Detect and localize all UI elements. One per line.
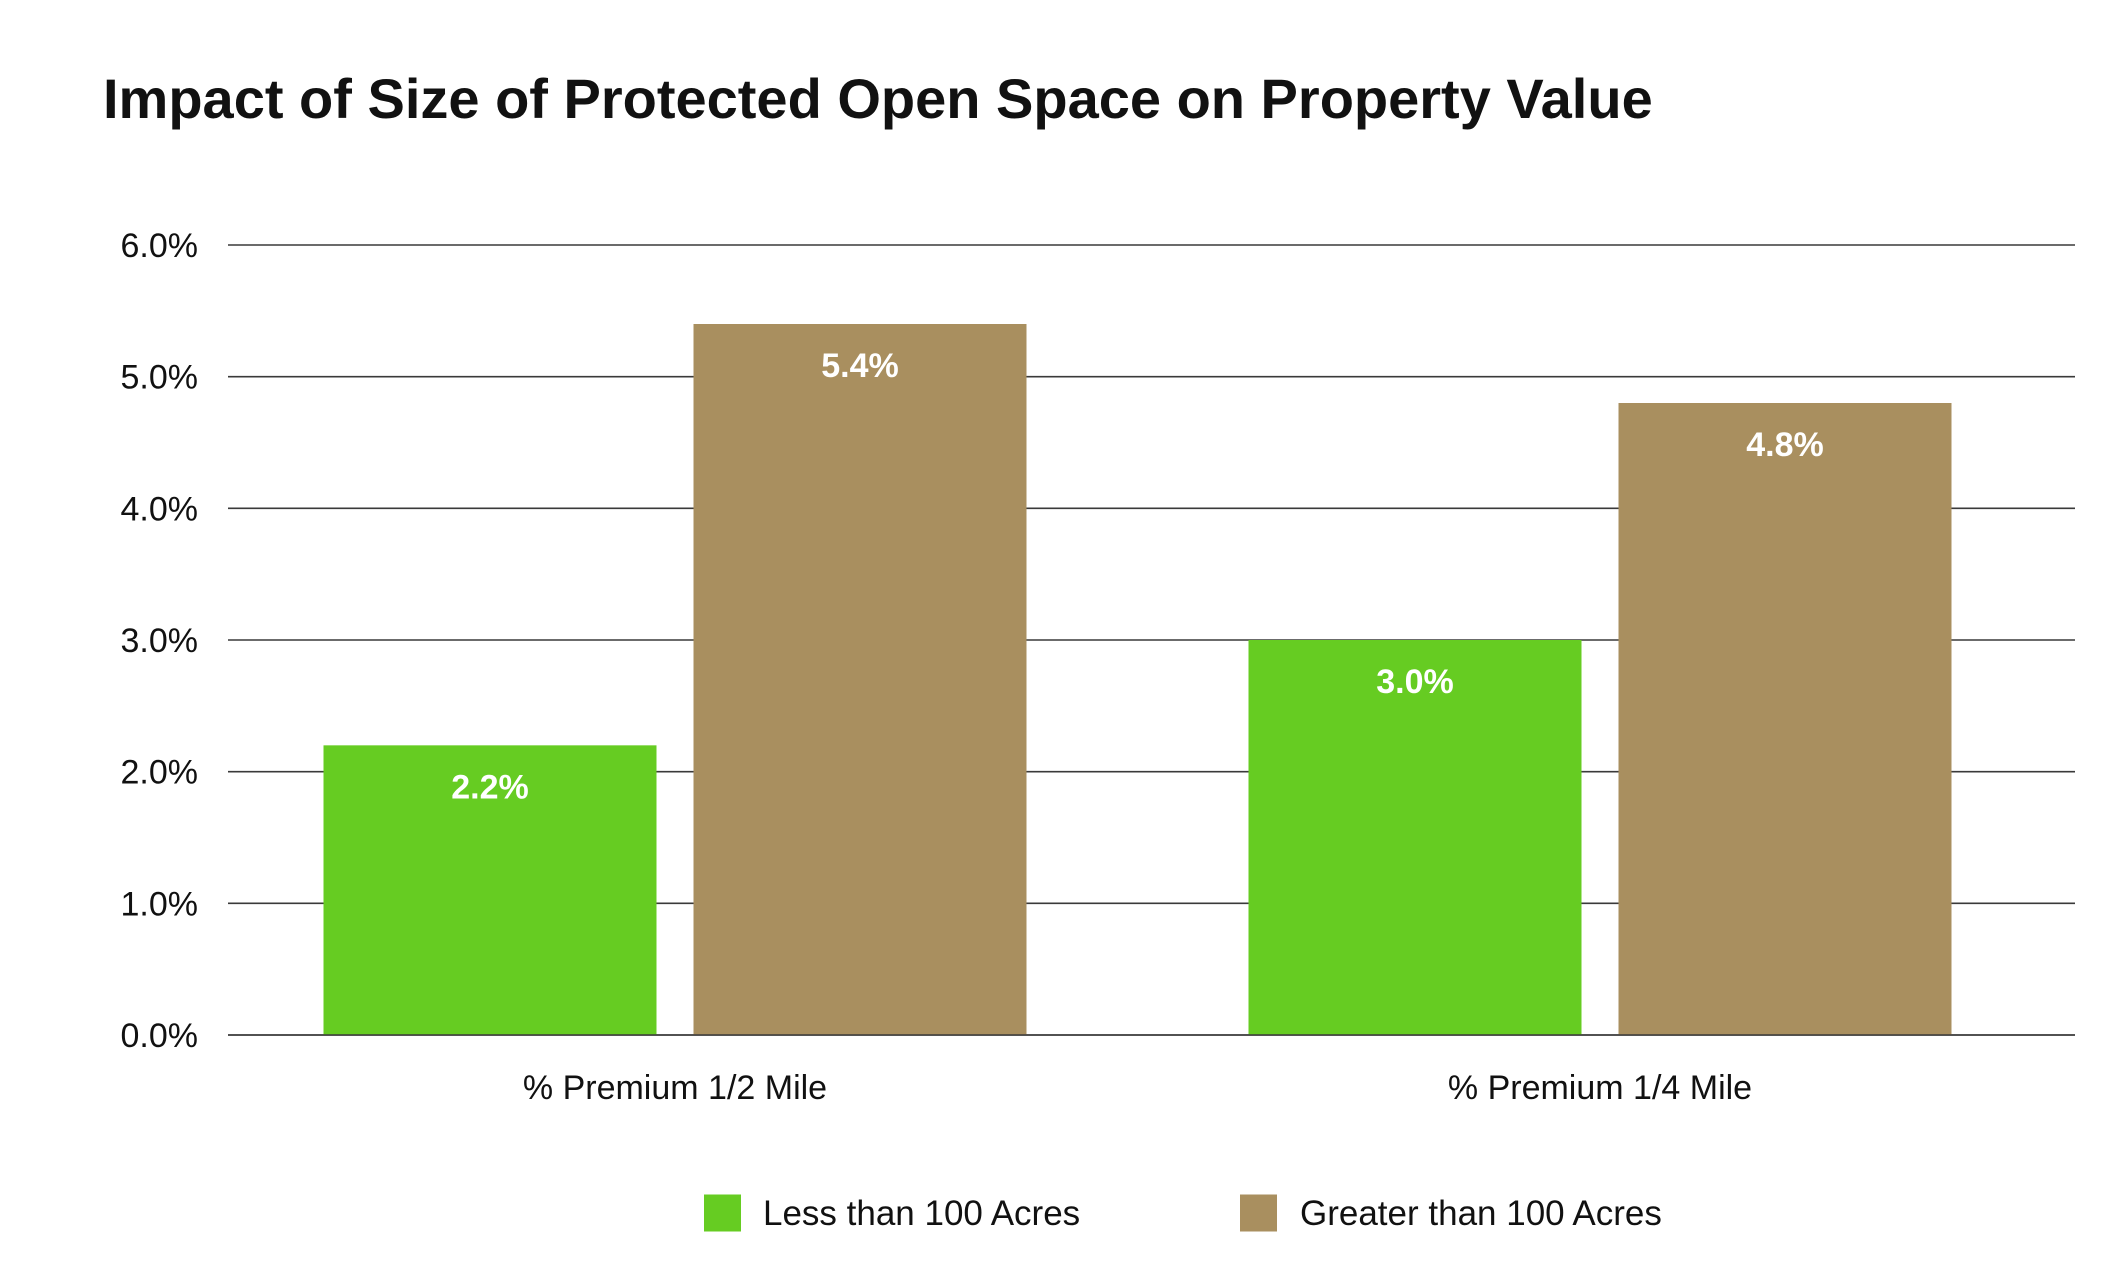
bar-data-label: 3.0% <box>1376 663 1454 701</box>
legend-item: Greater than 100 Acres <box>1240 1194 1662 1233</box>
x-category-label: % Premium 1/4 Mile <box>1448 1069 1752 1107</box>
bar-greater-than-100-acres <box>1618 403 1952 1035</box>
legend-label: Less than 100 Acres <box>763 1194 1080 1233</box>
y-tick-label: 2.0% <box>121 754 199 792</box>
chart-title: Impact of Size of Protected Open Space o… <box>103 67 1653 130</box>
y-tick-label: 4.0% <box>121 490 199 528</box>
legend-item: Less than 100 Acres <box>704 1194 1080 1233</box>
bar-data-labels: 2.2% 5.4% 3.0% 4.8% <box>451 347 1824 806</box>
y-axis-tick-labels: 0.0% 1.0% 2.0% 3.0% 4.0% 5.0% 6.0% <box>121 227 199 1055</box>
legend-swatch <box>1240 1194 1277 1232</box>
bar-less-than-100-acres <box>1248 640 1582 1035</box>
bar-data-label: 5.4% <box>821 347 899 385</box>
legend-swatch <box>704 1194 741 1232</box>
y-tick-label: 1.0% <box>121 885 199 923</box>
y-tick-label: 3.0% <box>121 622 199 660</box>
legend-label: Greater than 100 Acres <box>1300 1194 1662 1233</box>
bar-greater-than-100-acres <box>693 324 1027 1035</box>
y-tick-label: 5.0% <box>121 359 199 397</box>
y-tick-label: 6.0% <box>121 227 199 265</box>
bar-less-than-100-acres <box>323 745 657 1035</box>
legend: Less than 100 Acres Greater than 100 Acre… <box>704 1194 1662 1233</box>
x-category-label: % Premium 1/2 Mile <box>523 1069 827 1107</box>
bars <box>228 324 2075 1036</box>
bar-data-label: 2.2% <box>451 768 529 806</box>
x-axis-category-labels: % Premium 1/2 Mile % Premium 1/4 Mile <box>523 1069 1752 1107</box>
bar-data-label: 4.8% <box>1746 426 1824 464</box>
y-tick-label: 0.0% <box>121 1017 199 1055</box>
